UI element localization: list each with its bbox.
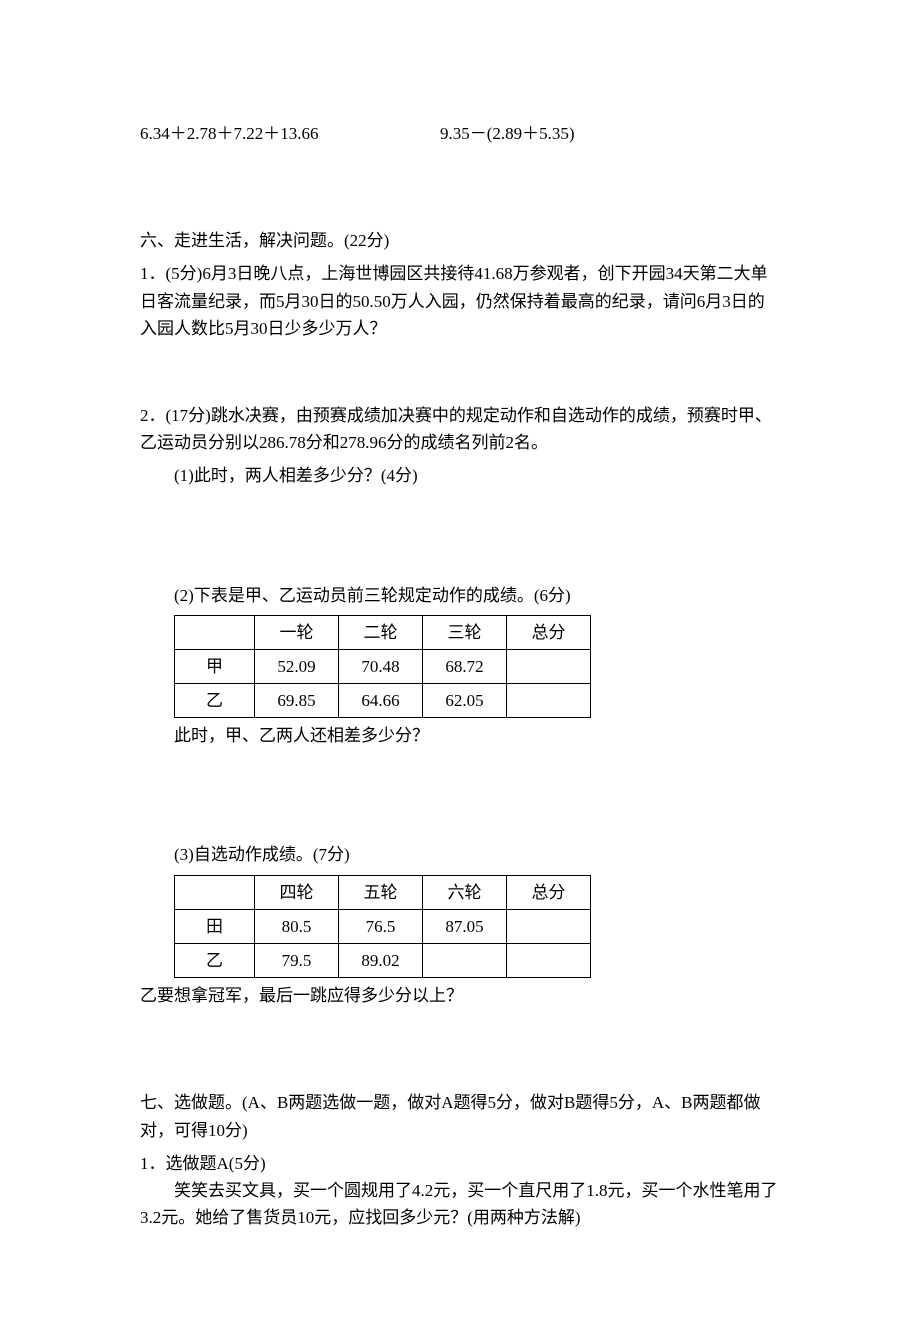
table-row: 乙 79.5 89.02 [175,944,591,978]
table-row: 乙 69.85 64.66 62.05 [175,684,591,718]
expression-1: 6.34＋2.78＋7.22＋13.66 [140,120,440,147]
table-row: 四轮 五轮 六轮 总分 [175,875,591,909]
table-cell [423,944,507,978]
table-cell: 79.5 [255,944,339,978]
section-6-q2-3: (3)自选动作成绩。(7分) [174,841,780,868]
table-cell: 二轮 [339,615,423,649]
table-cell: 87.05 [423,909,507,943]
table-cell: 68.72 [423,649,507,683]
table-cell: 52.09 [255,649,339,683]
table-cell: 总分 [507,615,591,649]
table-cell: 69.85 [255,684,339,718]
table-cell [175,875,255,909]
table-cell [507,684,591,718]
expression-2: 9.35－(2.89＋5.35) [440,120,740,147]
table-cell: 五轮 [339,875,423,909]
section-6-q2-2-follow: 此时，甲、乙两人还相差多少分？ [174,722,780,749]
scores-table-1: 一轮 二轮 三轮 总分 甲 52.09 70.48 68.72 乙 69.85 … [174,615,591,719]
section-6-header: 六、走进生活，解决问题。(22分) [140,227,780,254]
table-cell: 64.66 [339,684,423,718]
section-7-qA-label: 1．选做题A(5分) [140,1150,780,1177]
table-cell: 70.48 [339,649,423,683]
table-cell [175,615,255,649]
table-cell: 六轮 [423,875,507,909]
section-6-q1: 1．(5分)6月3日晚八点，上海世博园区共接待41.68万参观者，创下开园34天… [140,260,780,342]
section-7-header: 七、选做题。(A、B两题选做一题，做对A题得5分，做对B题得5分，A、B两题都做… [140,1089,780,1143]
section-6-q2-intro: 2．(17分)跳水决赛，由预赛成绩加决赛中的规定动作和自选动作的成绩，预赛时甲、… [140,402,780,456]
table-row: 一轮 二轮 三轮 总分 [175,615,591,649]
table-cell [507,649,591,683]
table-row: 甲 52.09 70.48 68.72 [175,649,591,683]
table-cell: 四轮 [255,875,339,909]
table-cell: 三轮 [423,615,507,649]
table-cell: 62.05 [423,684,507,718]
table-cell: 乙 [175,944,255,978]
section-7-qA-text: 笑笑去买文具，买一个圆规用了4.2元，买一个直尺用了1.8元，买一个水性笔用了3… [140,1177,780,1231]
section-6-q2-2: (2)下表是甲、乙运动员前三轮规定动作的成绩。(6分) [174,582,780,609]
table-cell [507,944,591,978]
table-cell: 田 [175,909,255,943]
section-6-q2-1: (1)此时，两人相差多少分？(4分) [174,462,780,489]
section-6-q2-3-follow: 乙要想拿冠军，最后一跳应得多少分以上？ [140,982,780,1009]
expression-row: 6.34＋2.78＋7.22＋13.66 9.35－(2.89＋5.35) [140,120,780,147]
table-cell [507,909,591,943]
table-cell: 80.5 [255,909,339,943]
table-cell: 总分 [507,875,591,909]
table-cell: 一轮 [255,615,339,649]
table-row: 田 80.5 76.5 87.05 [175,909,591,943]
table-cell: 甲 [175,649,255,683]
table-cell: 76.5 [339,909,423,943]
table-cell: 乙 [175,684,255,718]
scores-table-2: 四轮 五轮 六轮 总分 田 80.5 76.5 87.05 乙 79.5 89.… [174,875,591,979]
table-cell: 89.02 [339,944,423,978]
